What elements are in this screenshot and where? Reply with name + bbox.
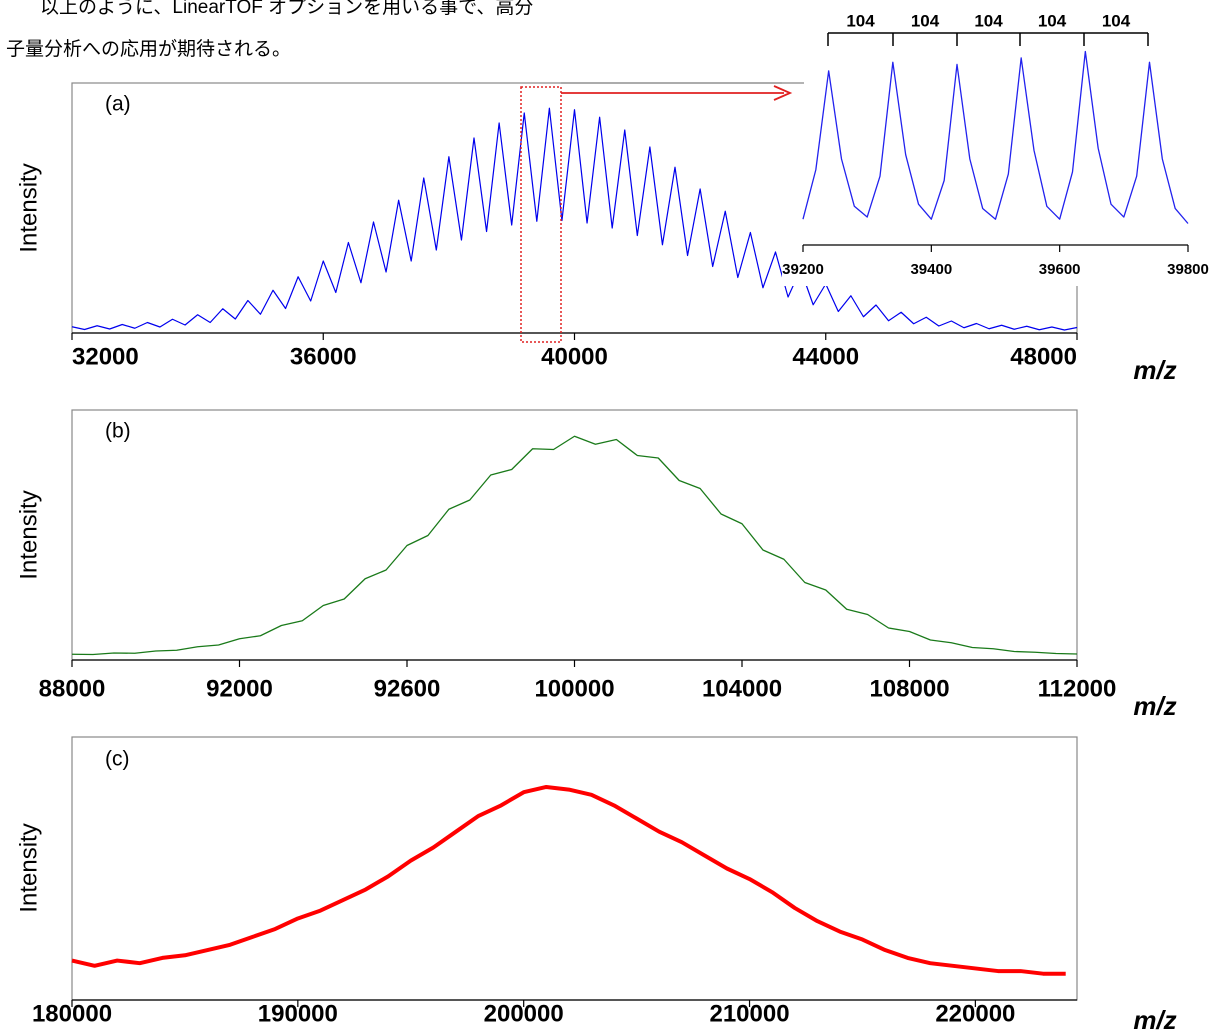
x-tick-label: 104000 xyxy=(702,675,782,702)
spacing-label: 104 xyxy=(1038,11,1067,30)
panel-label: (b) xyxy=(105,420,131,443)
x-tick-label: 190000 xyxy=(258,1000,338,1027)
x-tick-label: 108000 xyxy=(869,675,949,702)
x-tick-label: 88000 xyxy=(39,675,106,702)
y-axis-label: Intensity xyxy=(15,490,42,579)
x-tick-label: 44000 xyxy=(792,343,859,370)
x-tick-label: 39200 xyxy=(782,261,824,278)
x-tick-label: 100000 xyxy=(534,675,614,702)
x-tick-label: 39800 xyxy=(1167,261,1209,278)
x-tick-label: 210000 xyxy=(709,1000,789,1027)
x-tick-label: 200000 xyxy=(484,1000,564,1027)
spectrum-line xyxy=(71,435,1078,656)
panel-label: (a) xyxy=(105,93,131,116)
x-tick-label: 48000 xyxy=(1010,343,1077,370)
x-tick-label: 220000 xyxy=(935,1000,1015,1027)
x-tick-label: 112000 xyxy=(1038,675,1117,702)
x-tick-label: 32000 xyxy=(72,343,139,370)
spacing-label: 104 xyxy=(846,11,875,30)
x-tick-label: 92600 xyxy=(374,675,441,702)
spacing-label: 104 xyxy=(974,11,1003,30)
zoom-arrowhead xyxy=(773,85,793,101)
panel-label: (c) xyxy=(105,748,130,771)
x-tick-label: 40000 xyxy=(541,343,608,370)
spacing-label: 104 xyxy=(1102,11,1131,30)
inset-background xyxy=(782,12,1216,286)
y-axis-label: Intensity xyxy=(15,823,42,912)
x-tick-label: 36000 xyxy=(290,343,357,370)
x-axis-label: m/z xyxy=(1133,1005,1176,1032)
spectrum-line xyxy=(802,50,1189,224)
spacing-label: 104 xyxy=(911,11,940,30)
x-tick-label: 39600 xyxy=(1039,261,1081,278)
header-line: 以上のように、LinearTOF オプションを用いる事で、高分 xyxy=(40,0,533,18)
x-axis-label: m/z xyxy=(1133,691,1176,721)
x-tick-label: 92000 xyxy=(206,675,273,702)
plot-frame xyxy=(71,409,1078,661)
spectrum-line xyxy=(71,784,1066,976)
x-axis-label: m/z xyxy=(1133,355,1176,385)
zoom-box xyxy=(520,86,562,343)
header-line: 子量分析への応用が期待される。 xyxy=(6,38,291,60)
y-axis-label: Intensity xyxy=(15,163,42,252)
x-tick-label: 39400 xyxy=(910,261,952,278)
x-tick-label: 180000 xyxy=(32,1000,112,1027)
spectrum-line xyxy=(71,107,1078,331)
